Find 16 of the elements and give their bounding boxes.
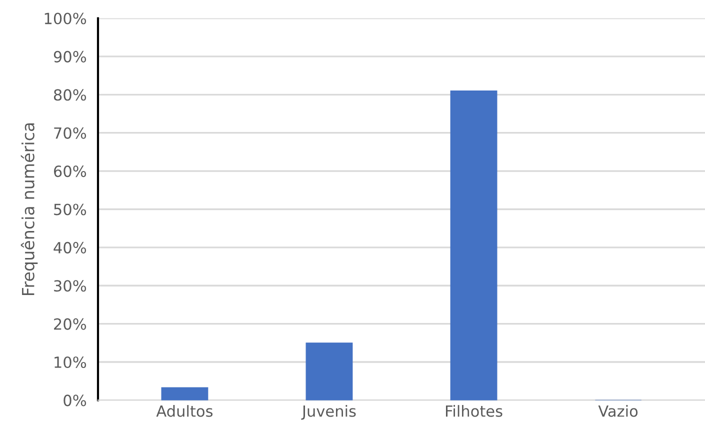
y-tick-label: 40% <box>54 242 86 254</box>
y-tick-label: 50% <box>54 204 86 216</box>
y-tick-label: 10% <box>54 356 86 368</box>
x-tick-label: Vazio <box>598 405 638 417</box>
x-tick-label: Juvenis <box>301 405 356 420</box>
y-tick-label: 90% <box>54 50 86 62</box>
y-tick-label: 20% <box>54 318 86 330</box>
y-tick-label: 80% <box>54 89 86 101</box>
y-tick-label: 100% <box>44 12 86 24</box>
x-tick-label: Adultos <box>156 405 213 417</box>
x-tick-label: Filhotes <box>446 405 502 417</box>
y-axis-title: Frequência numérica <box>20 123 38 296</box>
y-tick-label: 30% <box>54 280 86 292</box>
y-tick-label: 0% <box>64 394 86 406</box>
y-tick-label: 70% <box>54 127 86 139</box>
y-tick-label: 60% <box>54 166 86 178</box>
